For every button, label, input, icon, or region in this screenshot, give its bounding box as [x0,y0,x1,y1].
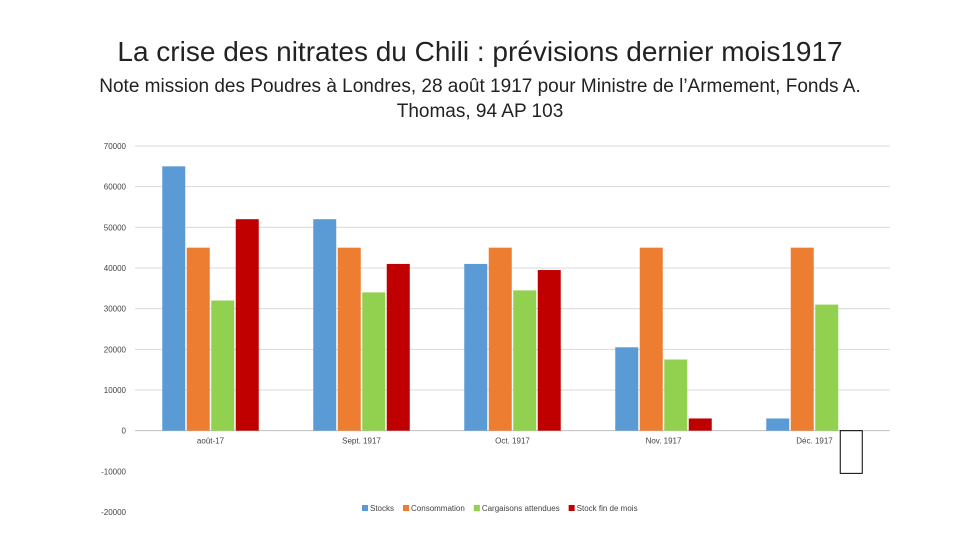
legend-swatch [568,505,575,511]
bar [513,290,537,431]
bar [839,430,863,474]
bar [313,219,337,431]
x-tick-label: Nov. 1917 [646,437,682,446]
bar [488,247,512,431]
bar [211,300,235,431]
bar [688,418,712,431]
x-tick-label: Oct. 1917 [495,437,530,446]
y-tick-label: 20000 [104,345,127,354]
legend-label: Cargaisons attendues [482,504,560,513]
y-tick-label: 70000 [104,142,127,151]
legend-label: Stocks [370,504,394,513]
legend-swatch [403,505,410,511]
bar [815,304,839,431]
legend-label: Consommation [411,504,465,513]
y-tick-label: -10000 [101,467,126,476]
y-tick-label: 0 [122,427,127,436]
bar [537,270,561,431]
bar [464,263,488,431]
legend-swatch [473,505,480,511]
bar [664,359,688,431]
bar [615,347,639,431]
bar [766,418,790,431]
y-tick-label: 50000 [104,223,127,232]
x-tick-label: Sept. 1917 [342,437,381,446]
legend: Stocks Consommation Cargaisons attendues St… [362,504,638,513]
x-axis-categories: août-17 Sept. 1917 Oct. 1917 Nov. 1917 Déc. … [197,437,833,446]
y-axis-ticks: -20000 -10000 0 10000 20000 30000 40000 50000 60… [101,142,126,517]
y-tick-label: -20000 [101,508,126,517]
y-tick-label: 60000 [104,183,127,192]
chart-title: La crise des nitrates du Chili : prévisi… [117,36,843,67]
y-tick-label: 10000 [104,386,127,395]
bar [162,166,186,431]
x-tick-label: Déc. 1917 [796,437,833,446]
bar [790,247,814,431]
bar [639,247,663,431]
bar [235,219,259,431]
y-tick-label: 40000 [104,264,127,273]
legend-swatch [362,505,368,511]
bar [186,247,210,431]
grid-lines [135,145,890,432]
bars [162,166,863,474]
x-tick-label: août-17 [197,437,225,446]
bar [362,292,386,431]
chart-subtitle: Note mission des Poudres à Londres, 28 a… [99,76,861,122]
bar [386,263,410,431]
legend-label: Stock fin de mois [577,504,638,513]
bar [337,247,361,431]
y-tick-label: 30000 [104,305,127,314]
